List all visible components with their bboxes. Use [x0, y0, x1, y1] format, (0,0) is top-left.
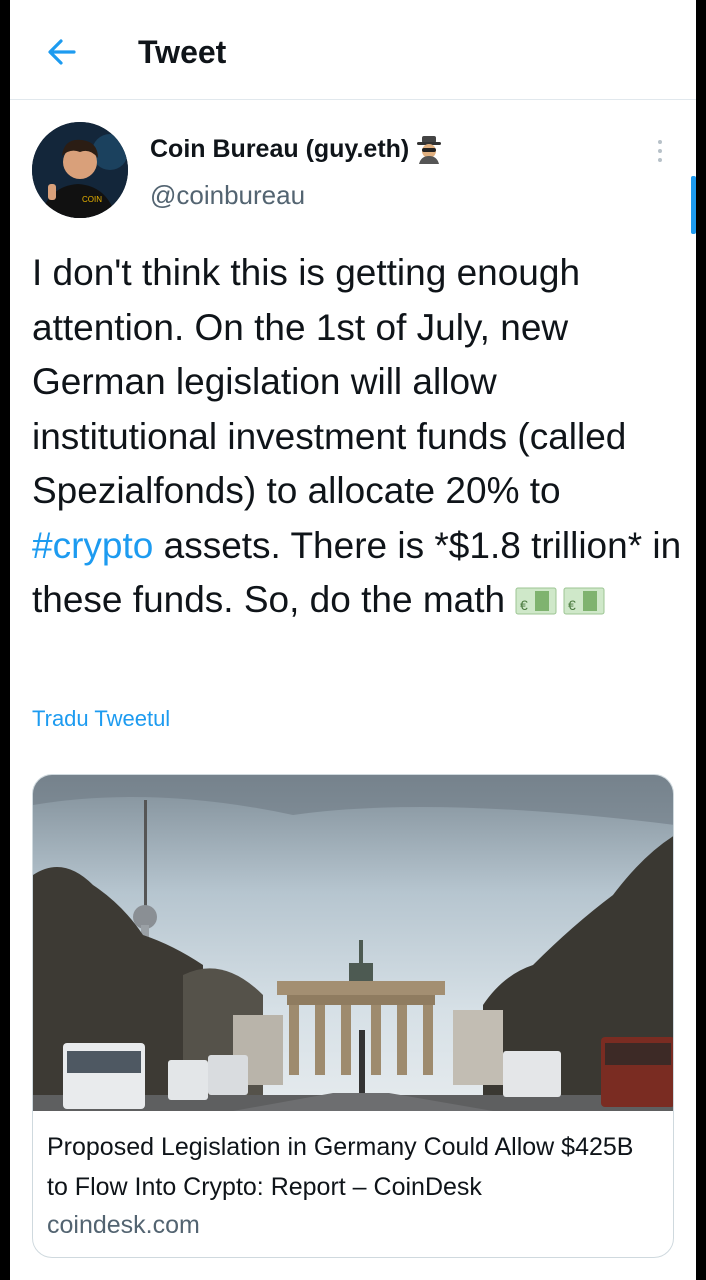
hashtag-link[interactable]: #crypto	[32, 524, 154, 566]
page-title: Tweet	[138, 34, 227, 70]
card-title: Proposed Legislation in Germany Could Al…	[47, 1133, 634, 1201]
scroll-indicator[interactable]	[691, 176, 696, 234]
money-emojis: € €	[515, 586, 605, 616]
svg-text:COIN: COIN	[82, 195, 102, 204]
euro-banknote-icon: €	[515, 587, 557, 615]
tweet-text-part-2: assets. There is *$1.8 trillion* in thes…	[32, 524, 682, 621]
translate-tweet-link[interactable]: Tradu Tweetul	[32, 706, 171, 731]
tweet-text-part-1: I don't think this is getting enough att…	[32, 252, 627, 511]
euro-banknote-icon: €	[563, 587, 605, 615]
svg-text:€: €	[568, 597, 576, 613]
tweet-screen: Tweet COIN Coin Bureau (guy.eth) @coinbu…	[10, 0, 696, 1280]
profile-photo: COIN	[32, 122, 128, 218]
avatar[interactable]: COIN	[32, 122, 128, 218]
link-card[interactable]: Proposed Legislation in Germany Could Al…	[32, 774, 674, 1258]
brandenburg-gate-image	[33, 775, 673, 1111]
top-bar: Tweet	[10, 0, 696, 100]
arrow-left-icon	[48, 39, 76, 65]
more-vertical-icon	[658, 140, 662, 162]
author-handle[interactable]: @coinbureau	[150, 180, 306, 210]
svg-text:€: €	[520, 597, 528, 613]
back-button[interactable]	[42, 32, 82, 72]
tweet-text: I don't think this is getting enough att…	[32, 246, 682, 628]
more-options-button[interactable]	[650, 136, 670, 166]
card-domain: coindesk.com	[47, 1211, 200, 1239]
author-name[interactable]: Coin Bureau (guy.eth)	[150, 134, 443, 164]
spy-icon	[417, 136, 442, 164]
author-name-text: Coin Bureau (guy.eth)	[150, 134, 410, 163]
